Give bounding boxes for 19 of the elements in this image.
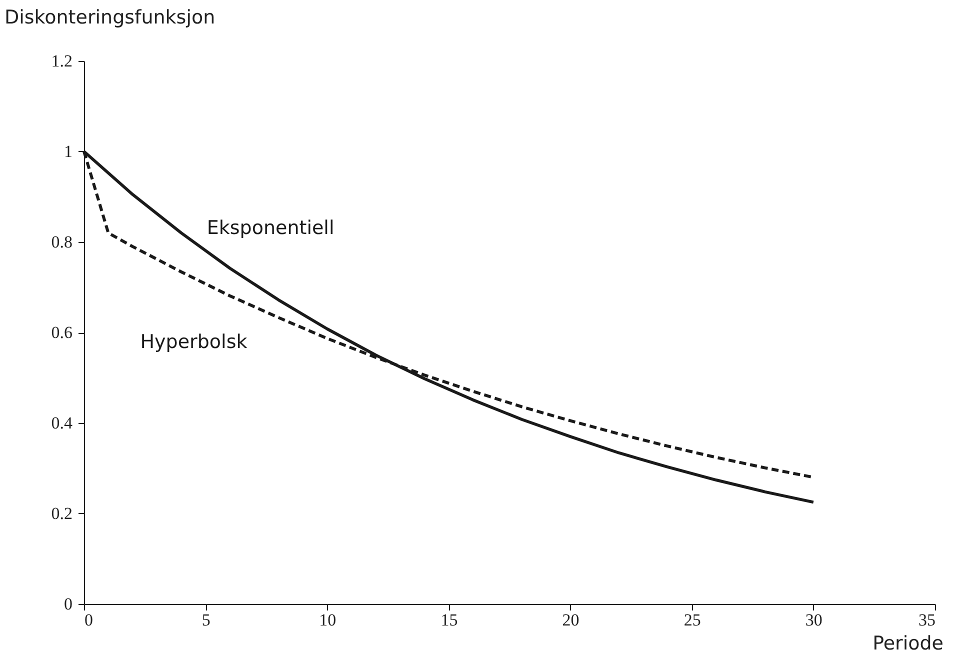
y-tick-label: 1.2 [51,52,72,70]
x-tick-label: 30 [805,610,822,630]
y-axis-title: Diskonteringsfunksjon [4,6,216,28]
y-tick-label: 1 [64,142,72,161]
y-tick-label: 0 [64,594,72,614]
x-tick-label: 10 [319,610,336,630]
x-tick-label: 35 [918,610,936,630]
y-tick-label: 0.8 [51,232,72,252]
series-label: Eksponentiell [206,217,334,240]
y-tick-label: 0.2 [51,504,72,523]
series-label: Hyperbolsk [140,330,248,353]
y-tick-label: 0.4 [51,414,73,432]
x-tick-label: 20 [562,610,580,630]
x-tick-label: 15 [440,610,458,630]
x-tick-label: 0 [84,610,93,630]
x-tick-label: 25 [684,610,701,630]
y-tick-label: 0.6 [51,323,72,342]
x-tick-label: 5 [202,610,210,630]
x-axis-title: Periode [872,632,944,654]
